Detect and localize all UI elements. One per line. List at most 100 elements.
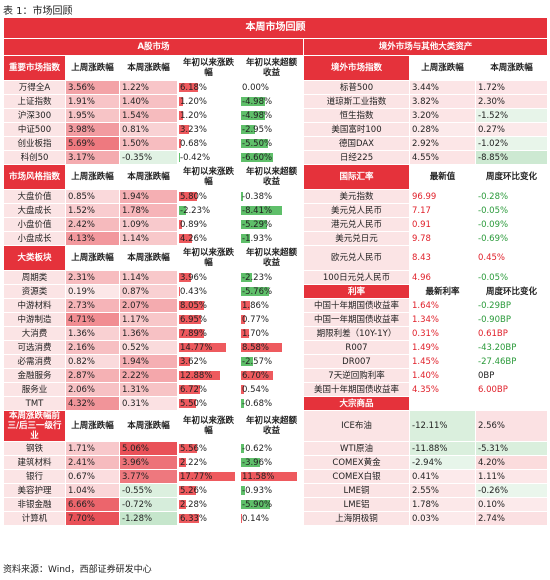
- source-note: 资料来源：Wind，西部证券研发中心: [3, 565, 152, 575]
- bar-cell: 7.89%: [177, 326, 240, 341]
- data-bar: [241, 385, 244, 394]
- column-header: 年初以来涨跌幅: [177, 55, 240, 81]
- value-cell: 7.17: [409, 203, 476, 218]
- row-name: 非银金融: [3, 497, 66, 512]
- row-name: 标普500: [303, 80, 410, 95]
- value-cell: 2.73%: [65, 298, 120, 313]
- value-cell: 1.94%: [119, 354, 178, 369]
- table-row: 金融服务 2.87% 2.22% 12.88% 6.70% 7天逆回购利率 1.40% 0BP: [3, 368, 548, 383]
- value-cell: 1.78%: [409, 497, 476, 512]
- table-row: 银行 0.67% 3.77% 17.77% 11.58% COMEX白银 0.41% 1.11…: [3, 469, 548, 484]
- group-left: A股市场: [3, 38, 304, 56]
- value-text: -2.23%: [180, 205, 211, 216]
- bar-cell: -2.57%: [239, 354, 304, 369]
- value-text: 2.22%: [180, 457, 208, 468]
- data-bar: [179, 343, 226, 352]
- value-cell: 0.31%: [119, 396, 178, 411]
- column-header: 最新值: [409, 164, 476, 190]
- row-name: 创业板指: [3, 136, 66, 151]
- table-row: 大消费 1.36% 1.36% 7.89% 1.70% 期限利差（10Y-1Y） 0.31%…: [3, 326, 548, 341]
- table-row: 中游材料 2.73% 2.07% 8.05% 1.86% 中国十年期国债收益率 1.64% -…: [3, 298, 548, 313]
- row-name: 金融服务: [3, 368, 66, 383]
- row-name: LME铝: [303, 497, 410, 512]
- row-name: 小盘价值: [3, 217, 66, 232]
- value-text: 5.50%: [180, 398, 208, 409]
- value-cell: 3.20%: [409, 108, 476, 123]
- row-name: 美国富时100: [303, 122, 410, 137]
- data-bar: [179, 399, 197, 408]
- value-cell: -1.02%: [475, 136, 548, 151]
- value-cell: -0.05%: [475, 203, 548, 218]
- value-cell: 1.78%: [119, 203, 178, 218]
- bar-cell: 0.14%: [239, 511, 304, 526]
- value-text: 0.89%: [180, 219, 208, 230]
- value-text: 5.26%: [180, 485, 208, 496]
- value-cell: 1.22%: [119, 80, 178, 95]
- value-cell: 2.16%: [65, 340, 120, 355]
- data-bar: [241, 97, 266, 106]
- data-bar: [241, 371, 274, 380]
- value-cell: 1.09%: [119, 217, 178, 232]
- data-bar: [179, 357, 191, 366]
- row-name: 港元兑人民币: [303, 217, 410, 232]
- column-header: 年初以来超额收益: [239, 245, 304, 271]
- data-bar: [179, 83, 199, 92]
- value-text: 6.72%: [180, 384, 208, 395]
- value-cell: -5.31%: [475, 441, 548, 456]
- row-name: 计算机: [3, 511, 66, 526]
- bar-cell: -5.29%: [239, 217, 304, 232]
- value-cell: 1.72%: [475, 80, 548, 95]
- data-bar: [241, 220, 267, 229]
- value-cell: 1.54%: [119, 108, 178, 123]
- data-bar: [179, 273, 192, 282]
- value-cell: 0.45%: [475, 245, 548, 271]
- value-cell: -12.11%: [409, 410, 476, 442]
- value-text: -5.76%: [242, 286, 273, 297]
- value-cell: -1.28%: [119, 511, 178, 526]
- bar-cell: -5.90%: [239, 497, 304, 512]
- value-text: 0.77%: [242, 314, 270, 325]
- row-name: 中国十年期国债收益率: [303, 298, 410, 313]
- table-row: 钢铁 1.71% 5.06% 5.56% -0.62% WTI原油 -11.88% -5.31…: [3, 441, 548, 456]
- table-row: 万得全A 3.56% 1.22% 6.18% 0.00% 标普500 3.44% 1.72%: [3, 80, 548, 95]
- value-text: 0.00%: [242, 82, 270, 93]
- row-name: 上证指数: [3, 94, 66, 109]
- row-name: 中证500: [3, 122, 66, 137]
- data-bar: [179, 153, 181, 162]
- value-cell: 1.36%: [65, 326, 120, 341]
- column-header: 周度环比变化: [475, 164, 548, 190]
- value-cell: 5.06%: [119, 441, 178, 456]
- row-name: ICE布油: [303, 410, 410, 442]
- value-cell: 0.61BP: [475, 326, 548, 341]
- value-cell: 0BP: [475, 368, 548, 383]
- data-bar: [179, 514, 199, 523]
- bar-cell: -5.76%: [239, 284, 304, 299]
- data-bar: [179, 444, 197, 453]
- value-text: 5.80%: [180, 191, 208, 202]
- data-bar: [241, 357, 254, 366]
- data-bar: [241, 458, 261, 467]
- value-cell: 2.30%: [475, 94, 548, 109]
- table-row: 资源类 0.19% 0.87% 0.43% -5.76% 利率 最新利率 周度环比变化: [3, 284, 548, 299]
- table-row: 建筑材料 2.41% 3.96% 2.22% -3.96% COMEX黄金 -2.94% 4.…: [3, 455, 548, 470]
- value-cell: -0.69%: [475, 231, 548, 246]
- value-cell: 1.34%: [409, 312, 476, 327]
- value-cell: -0.29BP: [475, 298, 548, 313]
- value-cell: 4.96: [409, 270, 476, 285]
- bar-cell: 0.54%: [239, 382, 304, 397]
- row-name: 恒生指数: [303, 108, 410, 123]
- bar-cell: -5.50%: [239, 136, 304, 151]
- value-text: 1.70%: [242, 328, 270, 339]
- value-cell: 2.55%: [409, 483, 476, 498]
- table-row: 上证指数 1.91% 1.40% 1.20% -4.98% 道琼斯工业指数 3.82% 2.3…: [3, 94, 548, 109]
- row-name: 美容护理: [3, 483, 66, 498]
- data-bar: [241, 192, 243, 201]
- value-cell: -1.52%: [475, 108, 548, 123]
- bar-cell: 3.23%: [177, 122, 240, 137]
- row-name: 中游材料: [3, 298, 66, 313]
- bar-cell: 6.18%: [177, 80, 240, 95]
- bar-cell: -2.95%: [239, 122, 304, 137]
- data-bar: [241, 343, 283, 352]
- value-cell: 0.85%: [65, 189, 120, 204]
- data-bar: [241, 514, 242, 523]
